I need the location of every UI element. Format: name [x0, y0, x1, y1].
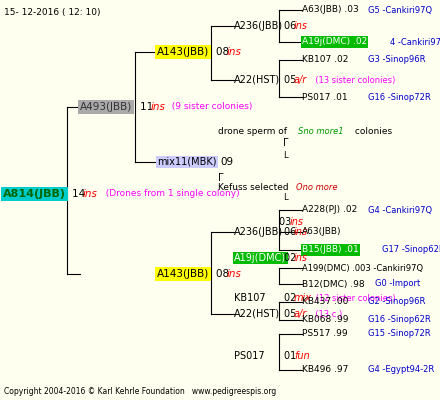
Text: A143(JBB): A143(JBB) [157, 269, 209, 279]
Text: A19j(DMC): A19j(DMC) [234, 253, 286, 263]
Text: ins: ins [151, 102, 166, 112]
Text: A22(HST): A22(HST) [234, 75, 280, 85]
Text: fun: fun [294, 351, 310, 361]
Text: G0 -Import: G0 -Import [375, 280, 420, 288]
Text: drone sperm of: drone sperm of [218, 128, 290, 136]
Text: Γ: Γ [283, 138, 289, 148]
Text: a/r: a/r [294, 75, 307, 85]
Text: A236(JBB): A236(JBB) [234, 21, 283, 31]
Text: G4 -Cankiri97Q: G4 -Cankiri97Q [368, 206, 432, 214]
Text: A236(JBB): A236(JBB) [234, 227, 283, 237]
Text: KB107 .02: KB107 .02 [302, 56, 348, 64]
Text: A493(JBB): A493(JBB) [80, 102, 132, 112]
Text: ins: ins [227, 47, 242, 57]
Text: 05: 05 [284, 309, 300, 319]
Text: 02: 02 [284, 293, 300, 303]
Text: 02: 02 [284, 253, 300, 263]
Text: (12 sister colonies): (12 sister colonies) [313, 294, 396, 302]
Text: 11: 11 [140, 102, 157, 112]
Text: A19j(DMC) .02: A19j(DMC) .02 [302, 38, 367, 46]
Text: ins: ins [83, 189, 98, 199]
Text: KB068 .99: KB068 .99 [302, 316, 348, 324]
Text: G5 -Cankiri97Q: G5 -Cankiri97Q [368, 6, 432, 14]
Text: G15 -Sinop72R: G15 -Sinop72R [368, 330, 431, 338]
Text: G16 -Sinop72R: G16 -Sinop72R [368, 92, 431, 102]
Text: Copyright 2004-2016 © Karl Kehrle Foundation   www.pedigreespis.org: Copyright 2004-2016 © Karl Kehrle Founda… [4, 388, 276, 396]
Text: a/r: a/r [294, 309, 307, 319]
Text: A22(HST): A22(HST) [234, 309, 280, 319]
Text: L: L [283, 194, 288, 202]
Text: Sno more1: Sno more1 [298, 128, 344, 136]
Text: 08: 08 [216, 269, 232, 279]
Text: 14: 14 [72, 189, 88, 199]
Text: (9 sister colonies): (9 sister colonies) [166, 102, 253, 112]
Text: A63(JBB): A63(JBB) [302, 228, 341, 236]
Text: ins: ins [227, 269, 242, 279]
Text: A228(PJ) .02: A228(PJ) .02 [302, 206, 360, 214]
Text: 15- 12-2016 ( 12: 10): 15- 12-2016 ( 12: 10) [4, 8, 100, 17]
Text: 03: 03 [279, 217, 294, 227]
Text: Kefuss selected: Kefuss selected [218, 184, 291, 192]
Text: L: L [283, 150, 288, 160]
Text: 4 -Cankiri97Q: 4 -Cankiri97Q [390, 38, 440, 46]
Text: mix: mix [294, 293, 312, 303]
Text: PS017 .01: PS017 .01 [302, 92, 348, 102]
Text: A143(JBB): A143(JBB) [157, 47, 209, 57]
Text: ins: ins [294, 253, 308, 263]
Text: (13 c.): (13 c.) [310, 310, 342, 318]
Text: colonies: colonies [352, 128, 392, 136]
Text: 09: 09 [220, 157, 233, 167]
Text: (13 sister colonies): (13 sister colonies) [310, 76, 396, 84]
Text: A63(JBB) .03: A63(JBB) .03 [302, 6, 362, 14]
Text: 06: 06 [284, 227, 299, 237]
Text: Γ: Γ [218, 173, 224, 183]
Text: mix11(MBK): mix11(MBK) [157, 157, 216, 167]
Text: 01: 01 [284, 351, 299, 361]
Text: ins: ins [294, 227, 308, 237]
Text: Ono more: Ono more [296, 184, 337, 192]
Text: KB496 .97: KB496 .97 [302, 366, 348, 374]
Text: A814(JBB): A814(JBB) [3, 189, 66, 199]
Text: PS017: PS017 [234, 351, 264, 361]
Text: B12(DMC) .98: B12(DMC) .98 [302, 280, 365, 288]
Text: 06: 06 [284, 21, 299, 31]
Text: KB437 .00: KB437 .00 [302, 298, 348, 306]
Text: (Drones from 1 single colony): (Drones from 1 single colony) [100, 190, 240, 198]
Text: G3 -Sinop96R: G3 -Sinop96R [368, 56, 425, 64]
Text: G17 -Sinop62R: G17 -Sinop62R [382, 246, 440, 254]
Text: ins: ins [294, 21, 308, 31]
Text: KB107: KB107 [234, 293, 266, 303]
Text: ins: ins [290, 217, 304, 227]
Text: 05: 05 [284, 75, 300, 85]
Text: A199(DMC) .003 -Cankiri97Q: A199(DMC) .003 -Cankiri97Q [302, 264, 423, 272]
Text: 08: 08 [216, 47, 232, 57]
Text: G2 -Sinop96R: G2 -Sinop96R [368, 298, 425, 306]
Text: G16 -Sinop62R: G16 -Sinop62R [368, 316, 431, 324]
Text: B15(JBB) .01: B15(JBB) .01 [302, 246, 359, 254]
Text: PS517 .99: PS517 .99 [302, 330, 348, 338]
Text: G4 -Egypt94-2R: G4 -Egypt94-2R [368, 366, 434, 374]
